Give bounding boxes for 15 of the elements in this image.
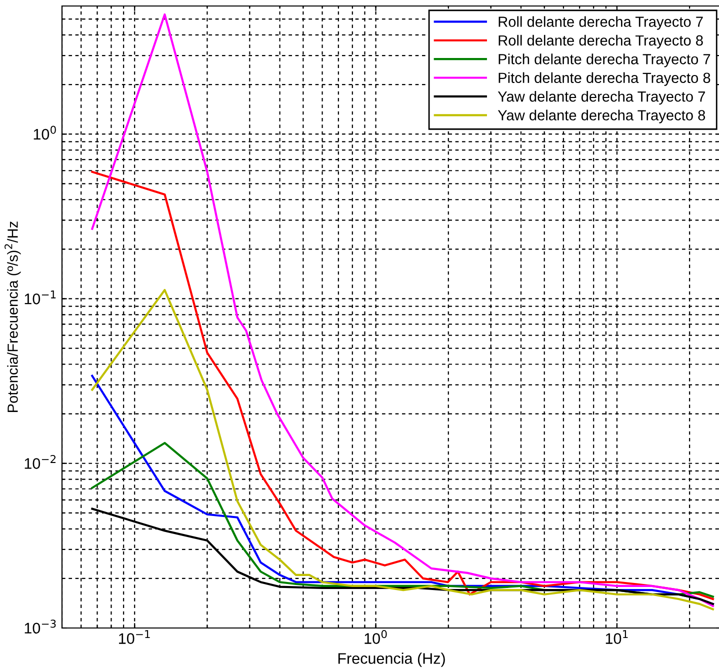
legend-label: Roll delante derecha Trayecto 8 [498,34,703,48]
y-tick-label: 10$^{−2}$ [24,455,56,469]
y-axis-title: Potencia/Frecuencia (º/s)$^{2}$/Hz [4,222,21,412]
x-axis-title: Frecuencia (Hz) [338,652,445,667]
x-tick-label: 10$^{1}$ [606,630,628,644]
x-tick-label: 10$^{0}$ [364,630,387,644]
y-tick-label: 10$^{0}$ [34,126,56,140]
legend-label: Roll delante derecha Trayecto 7 [498,16,703,30]
legend-label: Pitch delante derecha Trayecto 8 [498,72,710,86]
y-tick-label: 10$^{−3}$ [24,620,56,634]
x-tick-label: 10$^{−1}$ [119,630,150,644]
legend-label: Pitch delante derecha Trayecto 7 [498,54,710,68]
y-tick-label: 10$^{−1}$ [24,290,56,304]
legend-label: Yaw delante derecha Trayecto 7 [498,91,705,105]
legend-label: Yaw delante derecha Trayecto 8 [498,110,706,124]
